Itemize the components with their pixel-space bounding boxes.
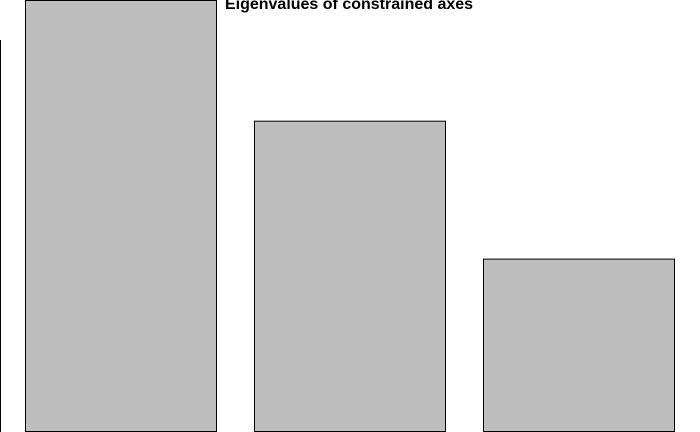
bar-1 <box>25 0 217 432</box>
bar-2 <box>254 120 446 432</box>
bars-group <box>25 0 675 432</box>
chart-title: Eigenvalues of constrained axes <box>225 0 473 13</box>
bar-3 <box>483 258 675 432</box>
